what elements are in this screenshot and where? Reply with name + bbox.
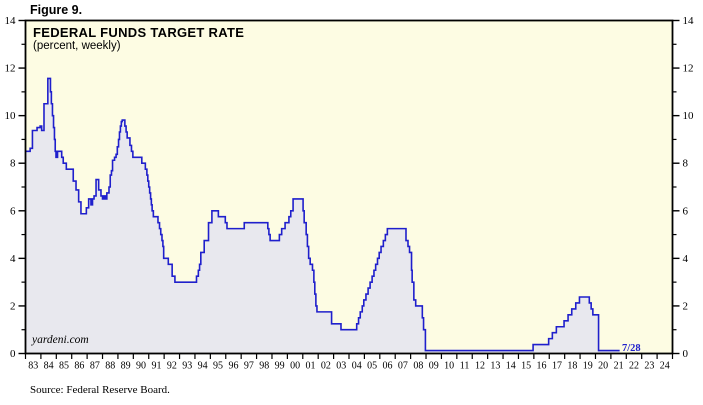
svg-text:14: 14 [5, 15, 17, 27]
svg-text:20: 20 [598, 361, 608, 372]
svg-text:86: 86 [74, 361, 84, 372]
svg-text:09: 09 [429, 361, 439, 372]
svg-text:12: 12 [5, 63, 16, 75]
last-point-date-label: 7/28 [622, 343, 641, 354]
svg-text:0: 0 [683, 348, 689, 360]
svg-text:12: 12 [475, 361, 485, 372]
svg-text:07: 07 [398, 361, 408, 372]
rate-area-fill [25, 78, 620, 354]
svg-text:15: 15 [521, 361, 531, 372]
svg-text:06: 06 [383, 361, 393, 372]
x-axis: 83 84 85 86 87 88 89 90 91 92 93 94 95 96 97 98 99 00 01 02… [24, 353, 674, 372]
svg-text:13: 13 [490, 361, 500, 372]
svg-text:2: 2 [10, 300, 16, 312]
svg-text:14: 14 [683, 15, 695, 27]
svg-text:98: 98 [259, 361, 269, 372]
svg-text:85: 85 [59, 361, 69, 372]
svg-text:14: 14 [506, 361, 516, 372]
svg-text:91: 91 [151, 361, 161, 372]
svg-text:24: 24 [660, 361, 670, 372]
chart-subtitle: (percent, weekly) [33, 40, 121, 52]
svg-text:08: 08 [413, 361, 423, 372]
svg-text:18: 18 [567, 361, 577, 372]
svg-text:01: 01 [305, 361, 315, 372]
svg-text:8: 8 [10, 158, 16, 170]
svg-text:94: 94 [198, 361, 208, 372]
watermark-yardeni: yardeni.com [32, 334, 89, 346]
svg-text:84: 84 [44, 361, 54, 372]
svg-text:96: 96 [228, 361, 238, 372]
svg-text:83: 83 [28, 361, 38, 372]
svg-text:11: 11 [460, 361, 470, 372]
chart-title: FEDERAL FUNDS TARGET RATE [33, 25, 245, 40]
svg-text:89: 89 [121, 361, 131, 372]
svg-text:04: 04 [352, 361, 362, 372]
figure-label: Figure 9. [30, 3, 83, 17]
svg-text:12: 12 [683, 63, 694, 75]
y-axes: 0 0 2 2 4 4 6 6 8 8 10 10 12 12 14 14 [5, 15, 695, 360]
svg-text:4: 4 [10, 253, 16, 265]
svg-text:10: 10 [5, 110, 17, 122]
svg-text:92: 92 [167, 361, 177, 372]
svg-text:10: 10 [444, 361, 454, 372]
svg-text:17: 17 [552, 361, 562, 372]
svg-text:93: 93 [182, 361, 192, 372]
svg-text:21: 21 [614, 361, 624, 372]
svg-text:03: 03 [336, 361, 346, 372]
svg-text:88: 88 [105, 361, 115, 372]
svg-text:2: 2 [683, 300, 689, 312]
svg-text:16: 16 [537, 361, 547, 372]
svg-text:4: 4 [683, 253, 689, 265]
svg-text:22: 22 [629, 361, 639, 372]
svg-text:90: 90 [136, 361, 146, 372]
svg-text:23: 23 [644, 361, 654, 372]
svg-text:95: 95 [213, 361, 223, 372]
svg-text:8: 8 [683, 158, 689, 170]
svg-text:99: 99 [275, 361, 285, 372]
svg-text:02: 02 [321, 361, 331, 372]
svg-text:00: 00 [290, 361, 300, 372]
rate-step-line [25, 77, 620, 352]
source-note: Source: Federal Reserve Board. [30, 384, 170, 396]
svg-text:87: 87 [90, 361, 100, 372]
svg-text:6: 6 [10, 205, 16, 217]
svg-text:0: 0 [10, 348, 16, 360]
svg-text:97: 97 [244, 361, 254, 372]
svg-text:05: 05 [367, 361, 377, 372]
svg-text:10: 10 [683, 110, 695, 122]
svg-text:6: 6 [683, 205, 689, 217]
svg-text:19: 19 [583, 361, 593, 372]
